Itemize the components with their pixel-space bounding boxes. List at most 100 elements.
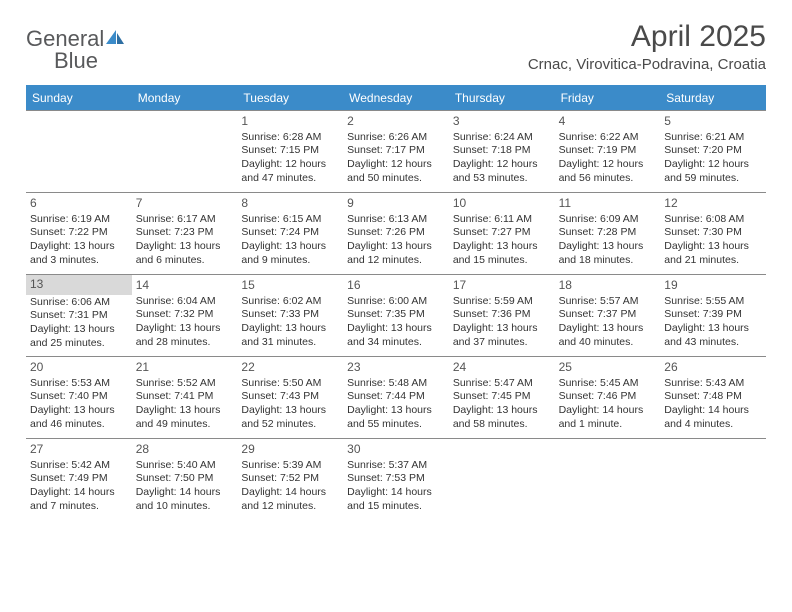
daylight-line: Daylight: 13 hours and 28 minutes. bbox=[136, 322, 234, 349]
day-number: 22 bbox=[241, 360, 339, 376]
sunrise-line: Sunrise: 5:42 AM bbox=[30, 459, 128, 473]
daylight-line: Daylight: 13 hours and 52 minutes. bbox=[241, 404, 339, 431]
day-number: 15 bbox=[241, 278, 339, 294]
sunset-line: Sunset: 7:31 PM bbox=[30, 309, 128, 323]
day-number: 2 bbox=[347, 114, 445, 130]
calendar-cell: 24Sunrise: 5:47 AMSunset: 7:45 PMDayligh… bbox=[449, 356, 555, 438]
daylight-line: Daylight: 13 hours and 15 minutes. bbox=[453, 240, 551, 267]
calendar-cell-blank bbox=[449, 438, 555, 520]
daylight-line: Daylight: 13 hours and 58 minutes. bbox=[453, 404, 551, 431]
day-number: 25 bbox=[559, 360, 657, 376]
daylight-line: Daylight: 13 hours and 34 minutes. bbox=[347, 322, 445, 349]
sunset-line: Sunset: 7:17 PM bbox=[347, 144, 445, 158]
day-number: 14 bbox=[136, 278, 234, 294]
sunrise-line: Sunrise: 5:53 AM bbox=[30, 377, 128, 391]
day-header: Monday bbox=[132, 85, 238, 110]
sunset-line: Sunset: 7:37 PM bbox=[559, 308, 657, 322]
sunrise-line: Sunrise: 6:22 AM bbox=[559, 131, 657, 145]
calendar-cell: 7Sunrise: 6:17 AMSunset: 7:23 PMDaylight… bbox=[132, 192, 238, 274]
sunset-line: Sunset: 7:33 PM bbox=[241, 308, 339, 322]
daylight-line: Daylight: 12 hours and 56 minutes. bbox=[559, 158, 657, 185]
calendar-cell: 27Sunrise: 5:42 AMSunset: 7:49 PMDayligh… bbox=[26, 438, 132, 520]
day-number: 18 bbox=[559, 278, 657, 294]
sunrise-line: Sunrise: 5:50 AM bbox=[241, 377, 339, 391]
calendar-cell-blank bbox=[660, 438, 766, 520]
sunrise-line: Sunrise: 6:15 AM bbox=[241, 213, 339, 227]
calendar-cell: 18Sunrise: 5:57 AMSunset: 7:37 PMDayligh… bbox=[555, 274, 661, 356]
logo: General Blue bbox=[26, 28, 126, 73]
calendar-cell: 9Sunrise: 6:13 AMSunset: 7:26 PMDaylight… bbox=[343, 192, 449, 274]
sunset-line: Sunset: 7:41 PM bbox=[136, 390, 234, 404]
day-number: 16 bbox=[347, 278, 445, 294]
day-number: 23 bbox=[347, 360, 445, 376]
calendar-cell: 1Sunrise: 6:28 AMSunset: 7:15 PMDaylight… bbox=[237, 110, 343, 192]
sail-icon bbox=[104, 28, 126, 51]
day-number: 4 bbox=[559, 114, 657, 130]
calendar-cell: 17Sunrise: 5:59 AMSunset: 7:36 PMDayligh… bbox=[449, 274, 555, 356]
calendar-cell: 16Sunrise: 6:00 AMSunset: 7:35 PMDayligh… bbox=[343, 274, 449, 356]
sunrise-line: Sunrise: 6:08 AM bbox=[664, 213, 762, 227]
sunrise-line: Sunrise: 5:55 AM bbox=[664, 295, 762, 309]
calendar-cell: 12Sunrise: 6:08 AMSunset: 7:30 PMDayligh… bbox=[660, 192, 766, 274]
daylight-line: Daylight: 12 hours and 47 minutes. bbox=[241, 158, 339, 185]
calendar-cell: 2Sunrise: 6:26 AMSunset: 7:17 PMDaylight… bbox=[343, 110, 449, 192]
sunrise-line: Sunrise: 6:19 AM bbox=[30, 213, 128, 227]
sunset-line: Sunset: 7:15 PM bbox=[241, 144, 339, 158]
calendar-cell-blank bbox=[132, 110, 238, 192]
daylight-line: Daylight: 13 hours and 18 minutes. bbox=[559, 240, 657, 267]
daylight-line: Daylight: 13 hours and 9 minutes. bbox=[241, 240, 339, 267]
daylight-line: Daylight: 13 hours and 55 minutes. bbox=[347, 404, 445, 431]
calendar-grid: SundayMondayTuesdayWednesdayThursdayFrid… bbox=[26, 85, 766, 520]
daylight-line: Daylight: 13 hours and 37 minutes. bbox=[453, 322, 551, 349]
sunset-line: Sunset: 7:20 PM bbox=[664, 144, 762, 158]
calendar-cell: 3Sunrise: 6:24 AMSunset: 7:18 PMDaylight… bbox=[449, 110, 555, 192]
day-number: 28 bbox=[136, 442, 234, 458]
daylight-line: Daylight: 13 hours and 49 minutes. bbox=[136, 404, 234, 431]
sunrise-line: Sunrise: 6:26 AM bbox=[347, 131, 445, 145]
calendar-cell: 14Sunrise: 6:04 AMSunset: 7:32 PMDayligh… bbox=[132, 274, 238, 356]
calendar-cell-blank bbox=[555, 438, 661, 520]
sunrise-line: Sunrise: 5:43 AM bbox=[664, 377, 762, 391]
sunset-line: Sunset: 7:36 PM bbox=[453, 308, 551, 322]
title-block: April 2025 Crnac, Virovitica-Podravina, … bbox=[528, 20, 766, 73]
logo-text: General Blue bbox=[26, 28, 126, 73]
day-number: 6 bbox=[30, 196, 128, 212]
sunrise-line: Sunrise: 6:28 AM bbox=[241, 131, 339, 145]
day-number: 27 bbox=[30, 442, 128, 458]
sunset-line: Sunset: 7:46 PM bbox=[559, 390, 657, 404]
day-number: 5 bbox=[664, 114, 762, 130]
calendar-cell: 20Sunrise: 5:53 AMSunset: 7:40 PMDayligh… bbox=[26, 356, 132, 438]
sunset-line: Sunset: 7:50 PM bbox=[136, 472, 234, 486]
day-number: 12 bbox=[664, 196, 762, 212]
calendar-cell: 4Sunrise: 6:22 AMSunset: 7:19 PMDaylight… bbox=[555, 110, 661, 192]
sunset-line: Sunset: 7:40 PM bbox=[30, 390, 128, 404]
daylight-line: Daylight: 12 hours and 50 minutes. bbox=[347, 158, 445, 185]
daylight-line: Daylight: 14 hours and 7 minutes. bbox=[30, 486, 128, 513]
calendar-cell: 29Sunrise: 5:39 AMSunset: 7:52 PMDayligh… bbox=[237, 438, 343, 520]
sunset-line: Sunset: 7:43 PM bbox=[241, 390, 339, 404]
daylight-line: Daylight: 13 hours and 6 minutes. bbox=[136, 240, 234, 267]
daylight-line: Daylight: 14 hours and 12 minutes. bbox=[241, 486, 339, 513]
sunrise-line: Sunrise: 6:17 AM bbox=[136, 213, 234, 227]
calendar-cell: 15Sunrise: 6:02 AMSunset: 7:33 PMDayligh… bbox=[237, 274, 343, 356]
sunset-line: Sunset: 7:22 PM bbox=[30, 226, 128, 240]
calendar-cell: 6Sunrise: 6:19 AMSunset: 7:22 PMDaylight… bbox=[26, 192, 132, 274]
sunset-line: Sunset: 7:28 PM bbox=[559, 226, 657, 240]
sunset-line: Sunset: 7:45 PM bbox=[453, 390, 551, 404]
daylight-line: Daylight: 12 hours and 53 minutes. bbox=[453, 158, 551, 185]
calendar-cell: 25Sunrise: 5:45 AMSunset: 7:46 PMDayligh… bbox=[555, 356, 661, 438]
calendar-cell: 30Sunrise: 5:37 AMSunset: 7:53 PMDayligh… bbox=[343, 438, 449, 520]
sunrise-line: Sunrise: 5:59 AM bbox=[453, 295, 551, 309]
sunset-line: Sunset: 7:44 PM bbox=[347, 390, 445, 404]
daylight-line: Daylight: 14 hours and 15 minutes. bbox=[347, 486, 445, 513]
day-number: 30 bbox=[347, 442, 445, 458]
page-title: April 2025 bbox=[528, 20, 766, 54]
calendar-cell: 5Sunrise: 6:21 AMSunset: 7:20 PMDaylight… bbox=[660, 110, 766, 192]
sunset-line: Sunset: 7:27 PM bbox=[453, 226, 551, 240]
sunset-line: Sunset: 7:49 PM bbox=[30, 472, 128, 486]
calendar-cell: 8Sunrise: 6:15 AMSunset: 7:24 PMDaylight… bbox=[237, 192, 343, 274]
sunrise-line: Sunrise: 6:24 AM bbox=[453, 131, 551, 145]
sunset-line: Sunset: 7:39 PM bbox=[664, 308, 762, 322]
sunrise-line: Sunrise: 6:02 AM bbox=[241, 295, 339, 309]
daylight-line: Daylight: 14 hours and 10 minutes. bbox=[136, 486, 234, 513]
